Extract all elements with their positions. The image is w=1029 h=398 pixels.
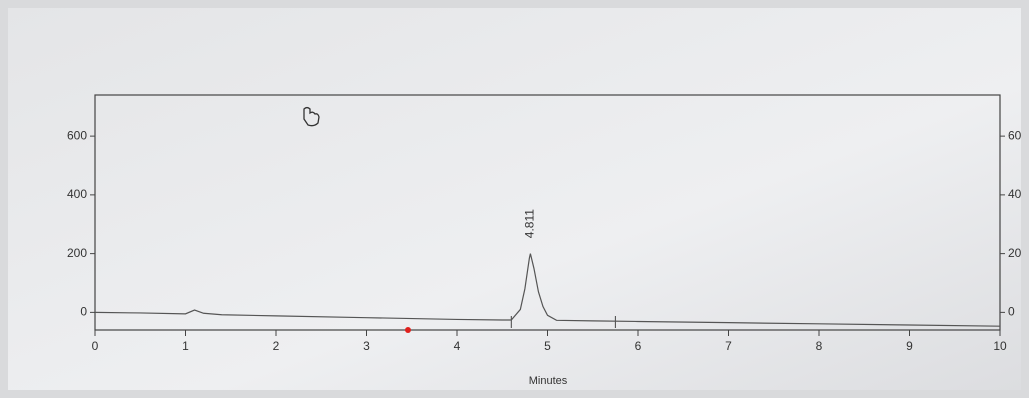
y2-tick-label: 60 xyxy=(1008,128,1022,142)
x-tick-label: 8 xyxy=(816,339,823,353)
y-tick-label: 200 xyxy=(67,246,87,260)
signal-line xyxy=(94,253,1001,327)
x-tick-label: 0 xyxy=(92,339,99,353)
y2-tick-label: 20 xyxy=(1008,246,1022,260)
y-tick-label: 0 xyxy=(80,305,87,319)
x-tick-label: 6 xyxy=(635,339,642,353)
x-tick-label: 1 xyxy=(182,339,189,353)
x-tick-label: 10 xyxy=(993,339,1007,353)
y2-tick-label: 0 xyxy=(1008,305,1015,319)
y-tick-label: 400 xyxy=(67,187,87,201)
x-tick-label: 2 xyxy=(273,339,280,353)
y2-tick-label: 40 xyxy=(1008,187,1022,201)
paper xyxy=(8,8,1021,390)
x-tick-label: 5 xyxy=(544,339,551,353)
cursor-icon xyxy=(303,106,320,127)
y-tick-label: 600 xyxy=(67,128,87,142)
x-tick-label: 3 xyxy=(363,339,370,353)
peak-label: 4.811 xyxy=(523,209,537,238)
x-tick-label: 7 xyxy=(725,339,732,353)
red-dot xyxy=(405,327,411,333)
x-tick-label: 9 xyxy=(906,339,913,353)
x-tick-label: 4 xyxy=(454,339,461,353)
x-axis-label: Minutes xyxy=(529,375,568,387)
